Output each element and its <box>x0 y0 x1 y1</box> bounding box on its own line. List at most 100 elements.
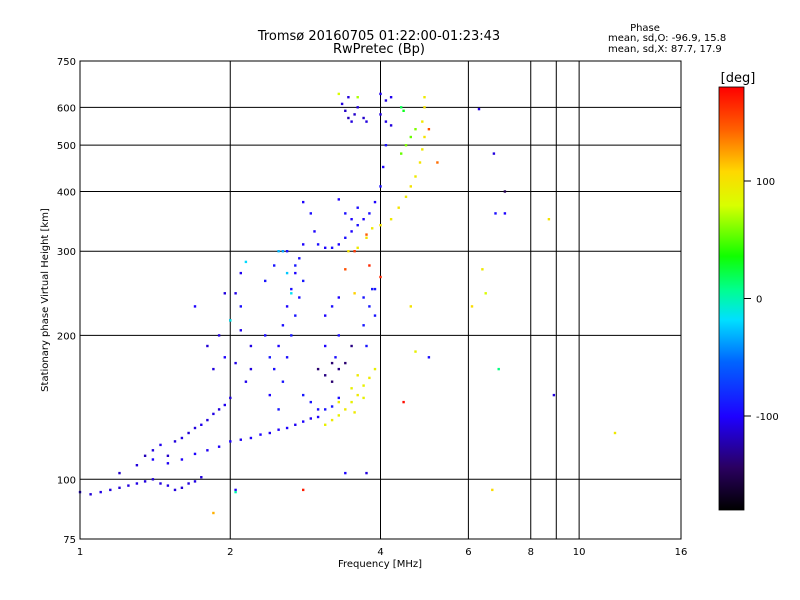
data-point <box>239 438 242 441</box>
data-point <box>285 426 289 430</box>
data-point <box>294 423 297 426</box>
data-point <box>294 264 297 267</box>
data-point <box>414 128 417 131</box>
data-point <box>309 212 312 215</box>
data-point <box>350 387 353 390</box>
data-point <box>290 292 293 295</box>
data-point <box>89 493 92 496</box>
data-point <box>337 334 340 337</box>
data-point <box>436 161 439 164</box>
chart-title: Tromsø 20160705 01:22:00-01:23:43 <box>257 29 500 44</box>
data-point <box>234 361 237 365</box>
data-point <box>494 212 497 215</box>
data-point <box>379 224 382 227</box>
data-point <box>229 440 232 443</box>
data-point <box>356 246 359 249</box>
data-point <box>423 135 426 139</box>
data-point <box>344 212 347 215</box>
data-point <box>337 92 340 96</box>
data-point <box>239 271 242 275</box>
data-point <box>173 488 177 492</box>
data-point <box>613 431 617 435</box>
y-tick-label: 600 <box>57 103 76 114</box>
data-point <box>285 305 289 308</box>
colorbar-tick-label: 0 <box>756 295 762 306</box>
data-point <box>229 319 232 322</box>
data-point <box>313 230 316 233</box>
data-point <box>277 428 280 431</box>
colorbar-ticks: 100 0 -100 <box>744 177 779 423</box>
y-tick-label: 400 <box>57 187 76 198</box>
data-point <box>481 268 484 271</box>
data-point <box>309 417 312 420</box>
colorbar <box>718 86 745 511</box>
data-point <box>324 246 327 249</box>
data-points <box>78 92 617 515</box>
data-point <box>281 380 285 383</box>
data-point <box>503 212 507 215</box>
data-point <box>166 484 170 487</box>
data-point <box>389 218 393 221</box>
x-tick-label: 16 <box>675 547 688 558</box>
data-point <box>273 367 276 371</box>
data-point <box>414 175 417 178</box>
data-point <box>334 356 337 359</box>
data-point <box>193 452 197 456</box>
x-tick-label: 10 <box>573 547 586 558</box>
data-point <box>337 367 340 371</box>
data-point <box>547 218 551 221</box>
data-point <box>389 96 393 99</box>
data-point <box>316 367 320 371</box>
data-point <box>193 480 197 483</box>
data-point <box>379 113 382 116</box>
data-point <box>187 482 190 485</box>
data-point <box>497 367 500 371</box>
data-point <box>423 106 426 109</box>
data-point <box>371 287 374 291</box>
data-point <box>373 367 377 371</box>
y-tick-label: 75 <box>63 535 76 546</box>
data-point <box>180 486 184 489</box>
phase-stats-x: mean, sd,X: 87.7, 17.9 <box>608 44 722 55</box>
data-point <box>330 380 334 383</box>
data-point <box>212 511 215 515</box>
data-point <box>344 236 347 239</box>
data-point <box>350 218 353 221</box>
data-point <box>356 206 359 209</box>
data-point <box>402 109 405 112</box>
data-point <box>302 279 305 283</box>
data-point <box>277 344 280 348</box>
data-point <box>330 405 334 408</box>
data-point <box>212 412 215 416</box>
x-tick-label: 8 <box>528 547 534 558</box>
data-point <box>402 400 405 404</box>
data-point <box>316 408 320 411</box>
data-point <box>337 198 340 201</box>
data-point <box>239 305 242 308</box>
data-point <box>143 480 147 483</box>
data-point <box>347 116 350 120</box>
data-point <box>249 436 253 440</box>
data-point <box>324 314 327 317</box>
data-point <box>285 356 289 359</box>
data-point <box>277 250 280 253</box>
data-point <box>350 120 353 123</box>
data-point <box>356 393 359 397</box>
data-point <box>353 292 356 295</box>
data-point <box>159 482 162 485</box>
data-point <box>234 488 237 492</box>
data-point <box>379 275 382 279</box>
data-point <box>365 236 368 239</box>
data-point <box>470 305 474 308</box>
data-point <box>135 464 139 467</box>
data-point <box>427 356 431 359</box>
data-point <box>166 454 170 457</box>
data-point <box>491 488 494 492</box>
data-point <box>143 454 147 457</box>
data-point <box>337 414 340 417</box>
data-point <box>427 128 431 131</box>
data-point <box>234 490 237 494</box>
data-point <box>159 443 162 447</box>
data-point <box>268 431 271 435</box>
